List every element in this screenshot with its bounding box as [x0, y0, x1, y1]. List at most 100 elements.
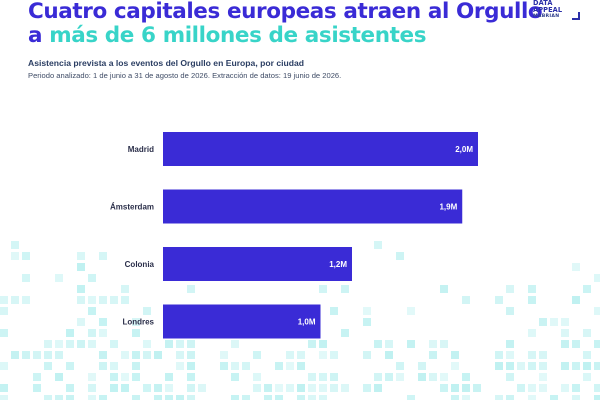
decor-square — [330, 307, 338, 315]
decor-square — [88, 384, 96, 392]
decor-square — [363, 318, 371, 326]
decor-square — [0, 329, 8, 337]
decor-square — [319, 340, 327, 348]
decor-square — [187, 351, 195, 359]
decor-square — [440, 340, 448, 348]
decor-square — [88, 340, 96, 348]
decor-square — [88, 296, 96, 304]
decor-square — [561, 362, 569, 370]
decor-square — [77, 340, 85, 348]
decor-square — [330, 373, 338, 381]
decor-square — [561, 329, 569, 337]
decor-square — [154, 384, 162, 392]
decor-square — [528, 296, 536, 304]
decor-square — [286, 362, 294, 370]
decor-square — [187, 384, 195, 392]
decor-square — [396, 252, 404, 260]
decor-square — [253, 373, 261, 381]
decor-square — [297, 384, 305, 392]
decor-square — [594, 307, 600, 315]
value-label-3: 1,0M — [298, 318, 316, 327]
decor-square — [176, 395, 184, 400]
value-label-1: 1,9M — [439, 203, 457, 212]
decor-square — [77, 252, 85, 260]
decor-square — [341, 285, 349, 293]
decor-square — [88, 274, 96, 282]
decor-square — [77, 296, 85, 304]
decor-square — [231, 373, 239, 381]
decor-square — [363, 384, 371, 392]
decor-square — [187, 362, 195, 370]
decor-square — [319, 351, 327, 359]
decor-square — [506, 285, 514, 293]
decor-square — [143, 351, 151, 359]
decor-square — [594, 384, 600, 392]
decor-square — [176, 340, 184, 348]
decor-square — [44, 395, 52, 400]
value-label-2: 1,2M — [329, 260, 347, 269]
decor-square — [539, 351, 547, 359]
decor-square — [132, 362, 140, 370]
decor-square — [506, 307, 514, 315]
decor-square — [528, 351, 536, 359]
decor-square — [462, 373, 470, 381]
decor-square — [550, 318, 558, 326]
decor-square — [528, 329, 536, 337]
decor-square — [132, 373, 140, 381]
decor-square — [495, 395, 503, 400]
decor-square — [440, 373, 448, 381]
decor-square — [11, 351, 19, 359]
decor-square — [187, 285, 195, 293]
decor-square — [143, 384, 151, 392]
decor-square — [0, 296, 8, 304]
decor-square — [495, 296, 503, 304]
decor-square — [110, 373, 118, 381]
decor-square — [473, 384, 481, 392]
decor-square — [385, 340, 393, 348]
decor-square — [528, 285, 536, 293]
decor-square — [99, 351, 107, 359]
category-label-1: Ámsterdam — [110, 203, 154, 212]
decor-square — [539, 362, 547, 370]
decor-square — [396, 362, 404, 370]
decor-square — [187, 395, 195, 400]
decor-square — [11, 296, 19, 304]
decor-square — [550, 395, 558, 400]
decor-square — [594, 274, 600, 282]
decor-square — [143, 307, 151, 315]
decor-square — [55, 274, 63, 282]
decor-square — [319, 285, 327, 293]
chart-note: Periodo analizado: 1 de junio a 31 de ag… — [28, 71, 342, 80]
decor-square — [583, 362, 591, 370]
decor-square — [187, 373, 195, 381]
decor-square — [297, 395, 305, 400]
decor-square — [176, 351, 184, 359]
decor-square — [176, 362, 184, 370]
decor-square — [121, 351, 129, 359]
decor-square — [374, 373, 382, 381]
decor-square — [121, 384, 129, 392]
decor-square — [264, 395, 272, 400]
decor-square — [242, 395, 250, 400]
decor-square — [253, 351, 261, 359]
chart-subtitle: Asistencia prevista a los eventos del Or… — [28, 58, 305, 68]
decor-square — [528, 384, 536, 392]
decor-square — [539, 373, 547, 381]
decor-square — [22, 274, 30, 282]
decor-square — [154, 351, 162, 359]
decor-square — [275, 395, 283, 400]
decor-square — [572, 395, 580, 400]
decor-square — [506, 373, 514, 381]
decor-square — [33, 373, 41, 381]
value-label-0: 2,0M — [455, 145, 473, 154]
decor-square — [517, 384, 525, 392]
decor-square — [572, 296, 580, 304]
decor-square — [253, 384, 261, 392]
title-text: Cuatro capitales europeas atraen al Orgu… — [28, 0, 543, 48]
decor-square — [594, 362, 600, 370]
decor-square — [363, 351, 371, 359]
decor-square — [132, 318, 140, 326]
category-label-2: Colonia — [125, 260, 155, 269]
decor-square — [297, 362, 305, 370]
decor-square — [583, 329, 591, 337]
